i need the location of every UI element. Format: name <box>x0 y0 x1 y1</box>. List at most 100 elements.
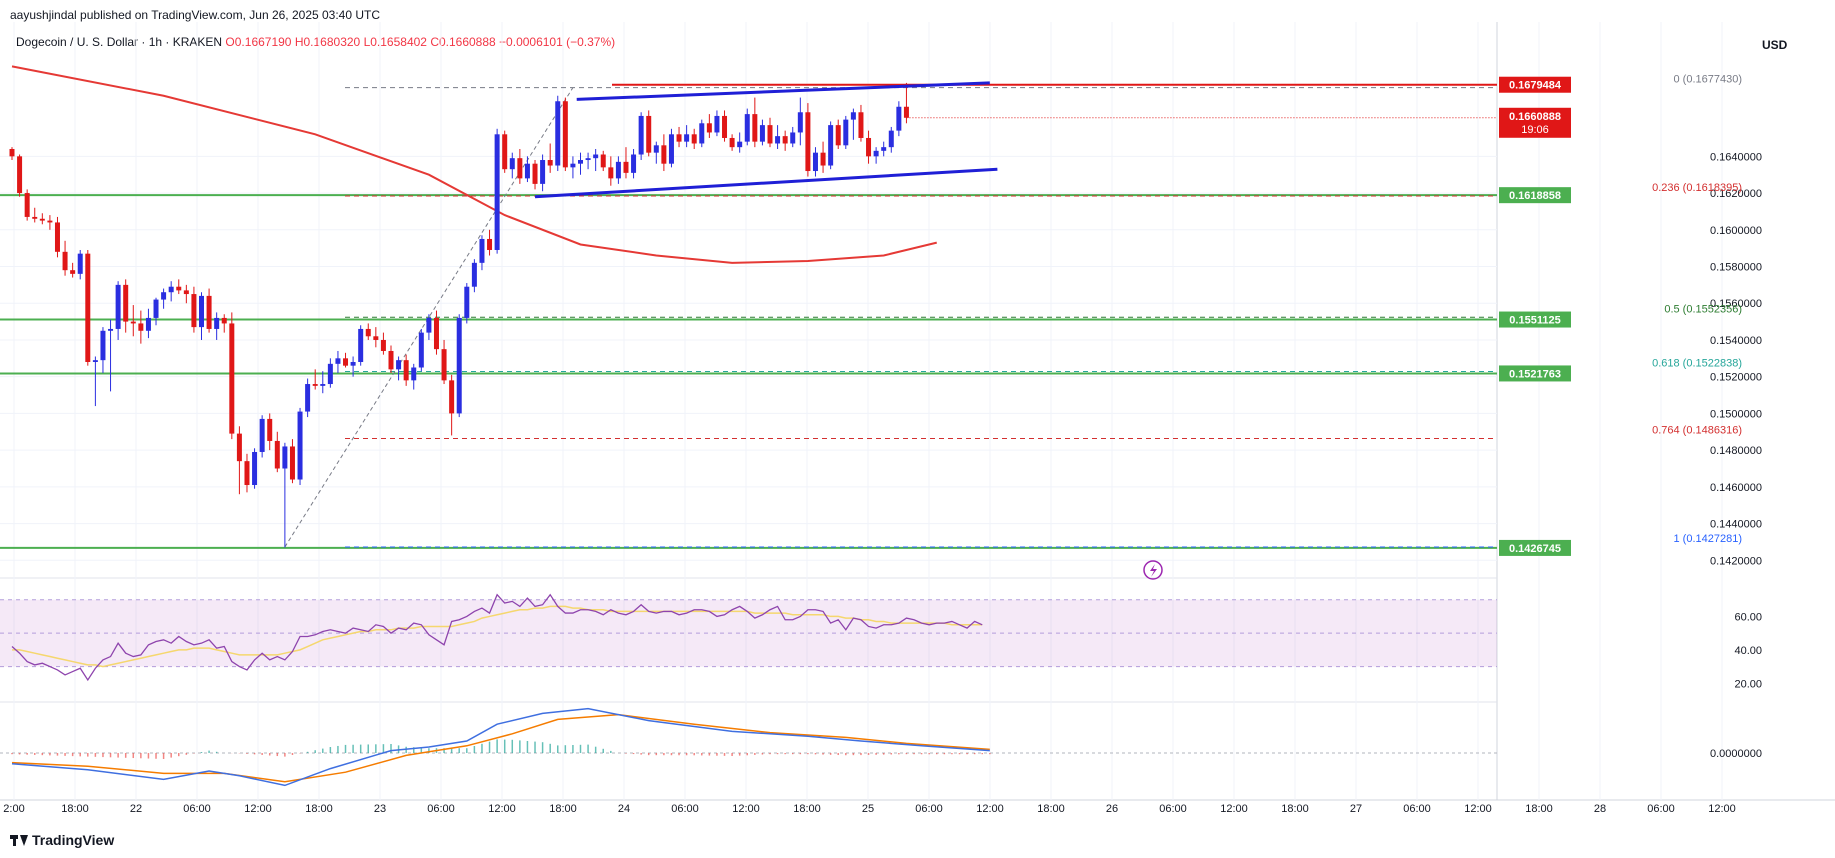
candle-body <box>335 358 341 364</box>
candle-body <box>449 380 455 414</box>
candle-body <box>835 125 841 146</box>
candle-body <box>744 114 750 142</box>
x-tick-label: 06:00 <box>427 803 455 815</box>
y-tick-label: 0.1540000 <box>1710 335 1762 347</box>
candle-body <box>540 160 546 184</box>
fib-trendline <box>284 87 574 548</box>
candle-body <box>888 130 894 148</box>
candle-body <box>92 360 98 362</box>
candle-body <box>896 106 902 131</box>
candle-body <box>615 161 621 179</box>
candle-body <box>85 253 91 362</box>
y-tick-label: 0.1500000 <box>1710 408 1762 420</box>
candle-body <box>259 418 265 452</box>
candle-body <box>608 167 614 179</box>
candle-body <box>759 125 765 142</box>
currency-label[interactable]: USD <box>1762 38 1788 52</box>
candle-body <box>380 339 386 351</box>
symbol-info: Dogecoin / U. S. Dollar · 1h · KRAKEN O0… <box>16 35 615 49</box>
y-tick-label: 0.1440000 <box>1710 519 1762 531</box>
candle-body <box>426 317 432 333</box>
x-tick-label: 18:00 <box>1281 803 1309 815</box>
support-price-label: 0.1521763 <box>1509 368 1561 380</box>
candle-body <box>547 160 553 166</box>
candle-body <box>24 193 30 217</box>
candle-body <box>77 253 83 274</box>
candle-body <box>388 350 394 370</box>
candle-body <box>312 384 318 386</box>
candle-body <box>509 158 515 170</box>
symbol-name[interactable]: Dogecoin / U. S. Dollar · 1h · KRAKEN <box>16 35 223 49</box>
candle-body <box>585 158 591 161</box>
candle-body <box>752 114 758 142</box>
candle-body <box>903 106 909 118</box>
candle-body <box>570 163 576 168</box>
low-value: L0.1658402 <box>363 35 427 49</box>
candle-body <box>767 125 773 144</box>
candle-body <box>108 328 114 331</box>
x-tick-label: 12:00 <box>488 803 516 815</box>
candle-body <box>229 323 235 434</box>
y-tick-label: 0.1560000 <box>1710 298 1762 310</box>
fib-level-label: 1 (0.1427281) <box>1674 533 1743 545</box>
change-value: −0.0006101 (−0.37%) <box>499 35 616 49</box>
candle-body <box>691 134 697 144</box>
candle-body <box>843 119 849 146</box>
candle-body <box>881 147 887 151</box>
candle-body <box>153 299 159 318</box>
candle-body <box>130 321 136 324</box>
x-tick-label: 18:00 <box>793 803 821 815</box>
x-tick-label: 12:00 <box>976 803 1004 815</box>
candle-body <box>191 294 197 328</box>
candle-body <box>524 163 530 179</box>
candle-body <box>706 123 712 133</box>
candle-body <box>145 317 151 331</box>
candle-body <box>32 216 38 219</box>
candle-body <box>206 295 212 329</box>
support-price-tag <box>1499 539 1571 556</box>
x-tick-label: 18:00 <box>305 803 333 815</box>
fib-level-label: 0 (0.1677430) <box>1674 74 1743 86</box>
candle-body <box>373 336 379 340</box>
rsi-ma-line <box>12 605 983 668</box>
candle-body <box>350 361 356 366</box>
x-tick-label: 26 <box>1106 803 1118 815</box>
candle-body <box>722 115 728 138</box>
candle-body <box>289 446 295 480</box>
candle-body <box>267 418 273 441</box>
candle-body <box>297 411 303 480</box>
candle-body <box>9 148 15 157</box>
candle-body <box>62 251 68 271</box>
candle-countdown: 19:06 <box>1521 124 1549 136</box>
rsi-line <box>11 593 983 682</box>
candle-body <box>623 161 629 173</box>
resistance-price-label: 0.1679484 <box>1509 80 1562 92</box>
candle-body <box>797 112 803 133</box>
tradingview-icon <box>10 834 28 846</box>
x-tick-label: 2:00 <box>3 803 24 815</box>
candle-body <box>456 317 462 414</box>
tradingview-logo[interactable]: TradingView <box>10 832 114 848</box>
candle-body <box>123 284 129 322</box>
resistance-price-tag <box>1499 76 1571 93</box>
x-tick-label: 22 <box>130 803 142 815</box>
macd-signal-line <box>11 713 990 783</box>
candle-body <box>631 154 637 173</box>
candle-body <box>17 156 23 194</box>
candle-body <box>320 384 326 386</box>
fib-level-label: 0.618 (0.1522838) <box>1652 357 1742 369</box>
candle-body <box>305 384 311 412</box>
candle-body <box>729 137 735 148</box>
x-tick-label: 06:00 <box>1403 803 1431 815</box>
x-tick-label: 12:00 <box>732 803 760 815</box>
candle-body <box>199 295 204 328</box>
candle-body <box>418 332 424 368</box>
candle-body <box>532 163 538 184</box>
candle-body <box>737 141 743 148</box>
candle-body <box>517 158 523 179</box>
candle-body <box>161 292 167 300</box>
y-tick-label: 0.1520000 <box>1710 372 1762 384</box>
x-tick-label: 18:00 <box>1037 803 1065 815</box>
x-tick-label: 12:00 <box>1708 803 1736 815</box>
